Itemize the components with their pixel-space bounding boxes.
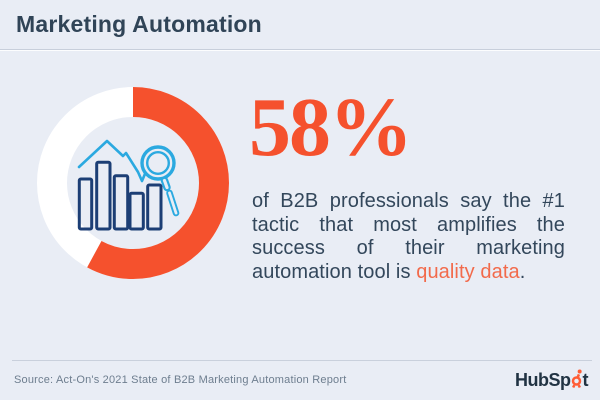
bar-chart-icon — [77, 160, 163, 231]
hubspot-logo: HubSp t — [515, 369, 592, 391]
logo-text-suffix: t — [582, 370, 589, 390]
logo-text-prefix: HubSp — [515, 370, 571, 390]
header: Marketing Automation — [0, 0, 600, 50]
description-text: of B2B professionals say the #1 tactic t… — [252, 190, 565, 283]
donut-chart — [37, 87, 229, 279]
source-text: Source: Act-On's 2021 State of B2B Marke… — [14, 374, 347, 386]
donut-arc — [37, 87, 229, 279]
magnifier-icon — [140, 145, 180, 217]
stat-value: 58% — [249, 81, 413, 174]
stat-description: of B2B professionals say the #1 tactic t… — [252, 190, 565, 284]
description-period: . — [519, 260, 526, 283]
trend-line-icon — [77, 139, 149, 183]
footer: Source: Act-On's 2021 State of B2B Marke… — [12, 360, 592, 391]
page-title: Marketing Automation — [16, 11, 262, 37]
hubspot-sprocket-icon — [571, 369, 582, 389]
analytics-magnifier-icon — [77, 139, 180, 231]
quality-data-highlight: quality data — [416, 260, 520, 283]
